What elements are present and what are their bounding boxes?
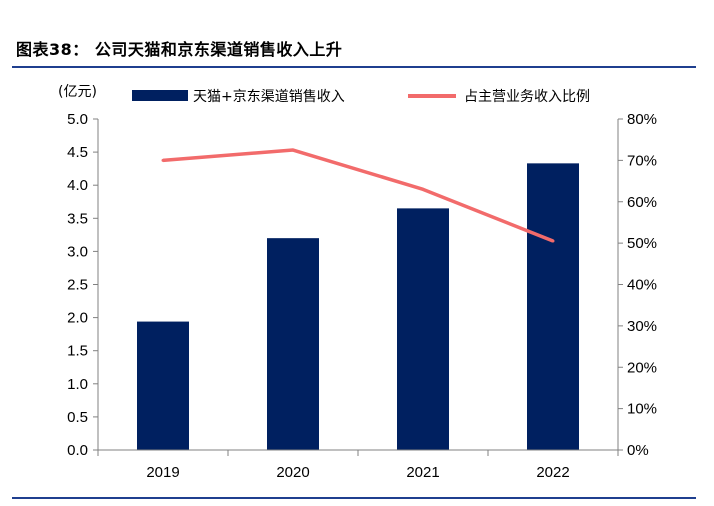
x-tick-label-2019: 2019 [146, 464, 179, 481]
y-tick-label: 3.5 [67, 210, 88, 227]
y2-tick-label: 30% [627, 318, 657, 335]
x-tick-label-2022: 2022 [536, 464, 569, 481]
y-tick-label: 2.5 [67, 277, 88, 294]
line-point-2021 [421, 187, 425, 191]
legend-line-label: 占主营业务收入比例 [464, 89, 590, 105]
y2-tick-label: 50% [627, 235, 657, 252]
line-point-2020 [291, 148, 295, 152]
y2-tick-label: 40% [627, 277, 657, 294]
x-tick-label-2021: 2021 [406, 464, 439, 481]
bottom-rule [12, 497, 696, 499]
y-tick-label: 3.0 [67, 243, 88, 260]
bar-2021 [397, 208, 449, 450]
bar-2022 [527, 163, 579, 450]
line-point-2019 [161, 158, 165, 162]
legend-bar-label: 天猫+京东渠道销售收入 [193, 89, 345, 105]
series-line-ratio [162, 148, 554, 243]
y-tick-label: 5.0 [67, 111, 88, 128]
legend-bar-swatch [132, 90, 188, 101]
bar-2019 [137, 321, 189, 450]
y-tick-label: 1.0 [67, 376, 88, 393]
plot-layer: 0.0 0.5 1.0 1.5 2.0 2.5 3.0 3.5 4.0 4.5 5.0 0% 10% 20… [67, 111, 657, 481]
y-tick-label: 2.0 [67, 310, 88, 327]
line-point-2022 [551, 239, 555, 243]
y2-tick-label: 20% [627, 359, 657, 376]
title-rule [12, 66, 696, 68]
y2-tick-label: 60% [627, 194, 657, 211]
y2-tick-label: 70% [627, 152, 657, 169]
y-tick-label: 4.5 [67, 144, 88, 161]
y-tick-label: 4.0 [67, 177, 88, 194]
y-tick-label: 0.0 [67, 442, 88, 459]
y2-tick-label: 10% [627, 401, 657, 418]
y-tick-label: 1.5 [67, 343, 88, 360]
y2-tick-label: 0% [627, 442, 649, 459]
figure-title: 图表38： 公司天猫和京东渠道销售收入上升 [16, 40, 343, 59]
y2-tick-label: 80% [627, 111, 657, 128]
y-tick-label: 0.5 [67, 409, 88, 426]
y-axis-unit-label: (亿元) [58, 84, 97, 100]
x-tick-label-2020: 2020 [276, 464, 309, 481]
bar-2020 [267, 238, 319, 450]
